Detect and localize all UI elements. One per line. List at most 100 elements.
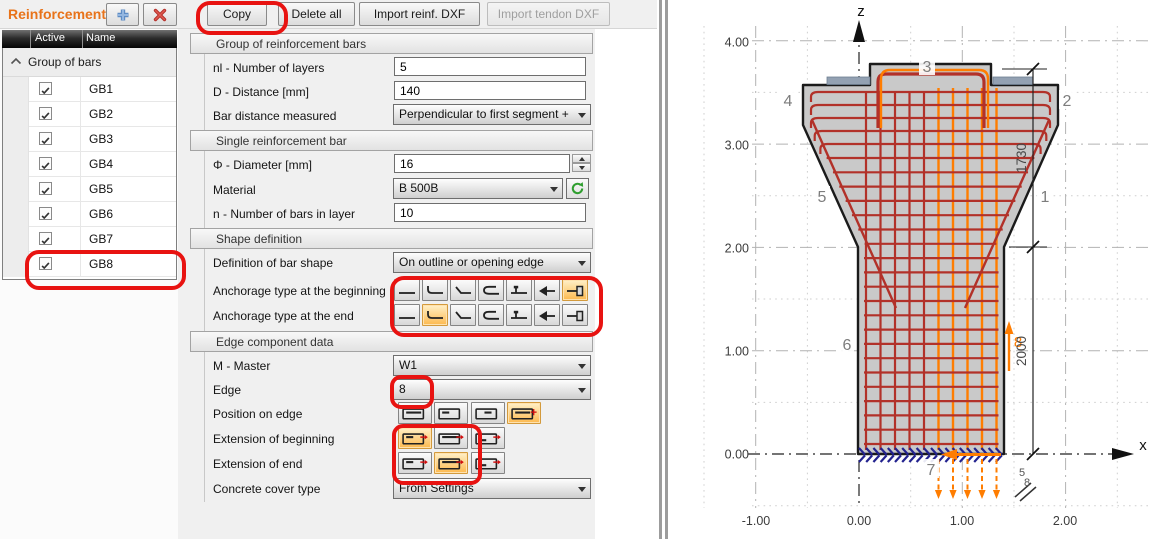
n-bars-label: n - Number of bars in layer — [213, 207, 356, 221]
cover-type-label: Concrete cover type — [213, 482, 321, 496]
extension-begin-icon — [438, 433, 465, 445]
edge-dropdown[interactable]: 8 — [393, 379, 591, 400]
anchorage-begin-type-1[interactable] — [394, 279, 420, 301]
panel-splitter[interactable] — [657, 0, 672, 539]
anchorage-begin-type-icon — [455, 286, 471, 294]
stepper-up-icon[interactable] — [572, 154, 591, 163]
position-on-edge-1[interactable] — [398, 402, 432, 424]
anchorage-begin-type-7-selected[interactable] — [562, 279, 588, 301]
active-checkbox[interactable] — [39, 132, 52, 145]
active-checkbox[interactable] — [39, 107, 52, 120]
extension-end-2-selected[interactable] — [434, 452, 469, 474]
material-label: Material — [213, 183, 256, 197]
list-item-gb4[interactable]: GB4 — [3, 152, 176, 177]
anchorage-end-type-7[interactable] — [562, 304, 588, 326]
anchorage-begin-type-5[interactable] — [506, 279, 532, 301]
anchorage-begin-label: Anchorage type at the beginning — [213, 284, 386, 298]
position-on-edge-2[interactable] — [434, 402, 469, 424]
master-label: M - Master — [213, 359, 271, 373]
diameter-input[interactable]: 16 — [394, 154, 570, 173]
cross-section-viewport[interactable]: 4.00 3.00 2.00 1.00 0.00 -1.00 0.00 1.00… — [672, 0, 1153, 539]
bar-shape-dropdown[interactable]: On outline or opening edge — [393, 252, 591, 273]
extension-begin-1-selected[interactable] — [398, 427, 432, 449]
nl-input[interactable]: 5 — [394, 57, 586, 76]
position-on-edge-icon — [402, 408, 425, 420]
edge-2-label: 2 — [1063, 93, 1072, 110]
anchorage-end-type-1[interactable] — [394, 304, 420, 326]
delete-group-button[interactable] — [143, 3, 177, 26]
edge-4-label: 4 — [784, 93, 793, 110]
position-on-edge-4-selected[interactable] — [507, 402, 542, 424]
material-dropdown[interactable]: B 500B — [393, 178, 563, 199]
y-tick-0: 0.00 — [725, 448, 749, 462]
check-icon — [41, 112, 50, 120]
master-dropdown[interactable]: W1 — [393, 355, 591, 376]
extension-begin-2[interactable] — [434, 427, 469, 449]
x-tick-0: 0.00 — [847, 514, 871, 528]
extension-end-icon — [475, 458, 501, 470]
plus-icon — [117, 9, 128, 20]
cover-type-dropdown[interactable]: From Settings — [393, 478, 591, 499]
list-item-gb1[interactable]: GB1 — [3, 77, 176, 102]
position-on-edge-3[interactable] — [470, 402, 505, 424]
anchorage-end-type-2-selected[interactable] — [422, 304, 448, 326]
active-checkbox[interactable] — [39, 232, 52, 245]
anchorage-begin-type-4[interactable] — [478, 279, 504, 301]
check-icon — [41, 212, 50, 220]
toolbar: Reinforcement Copy Delete all Import rei… — [0, 0, 657, 29]
extension-begin-3[interactable] — [470, 427, 505, 449]
anchorage-begin-type-6[interactable] — [534, 279, 560, 301]
list-item-gb5[interactable]: GB5 — [3, 177, 176, 202]
anchorage-end-type-4[interactable] — [478, 304, 504, 326]
active-checkbox[interactable] — [39, 257, 52, 270]
list-item-gb2[interactable]: GB2 — [3, 102, 176, 127]
diameter-label: Φ - Diameter [mm] — [213, 158, 312, 172]
active-checkbox[interactable] — [39, 82, 52, 95]
column-header-active: Active — [35, 32, 65, 44]
active-checkbox[interactable] — [39, 207, 52, 220]
delete-all-button[interactable]: Delete all — [278, 2, 355, 26]
tree-group-row[interactable]: Group of bars — [3, 48, 176, 77]
n-bars-input[interactable]: 10 — [394, 203, 586, 222]
extension-end-icon — [402, 458, 428, 470]
y-tick-4: 4.00 — [725, 36, 749, 50]
anchorage-end-type-6[interactable] — [534, 304, 560, 326]
material-refresh-button[interactable] — [566, 178, 589, 199]
copy-button[interactable]: Copy — [207, 2, 267, 26]
list-item-gb6[interactable]: GB6 — [3, 202, 176, 227]
y-tick-3: 3.00 — [725, 139, 749, 153]
bar-shape-label: Definition of bar shape — [213, 256, 334, 270]
stepper-down-icon[interactable] — [572, 163, 591, 172]
collapse-chevron-icon[interactable] — [10, 57, 22, 65]
active-checkbox[interactable] — [39, 157, 52, 170]
nl-label: nl - Number of layers — [213, 61, 325, 75]
column-divider — [82, 30, 83, 48]
anchorage-begin-type-3[interactable] — [450, 279, 476, 301]
extension-end-1[interactable] — [398, 452, 432, 474]
add-group-button[interactable] — [106, 3, 139, 26]
anchorage-begin-type-icon — [511, 285, 527, 294]
anchorage-begin-type-2[interactable] — [422, 279, 448, 301]
import-reinf-dxf-button[interactable]: Import reinf. DXF — [359, 2, 480, 26]
anchorage-end-type-3[interactable] — [450, 304, 476, 326]
extension-end-3[interactable] — [470, 452, 505, 474]
anchorage-end-type-icon — [399, 317, 415, 319]
list-item-gb8-selected[interactable]: GB8 — [3, 252, 176, 277]
active-checkbox[interactable] — [39, 182, 52, 195]
extension-end-label: Extension of end — [213, 457, 303, 471]
import-tendon-dxf-button: Import tendon DXF — [487, 2, 610, 26]
list-item-gb3[interactable]: GB3 — [3, 127, 176, 152]
tree-header: Active Name — [2, 30, 177, 48]
bar-distance-dropdown[interactable]: Perpendicular to first segment + — [393, 104, 591, 125]
anchorage-begin-type-icon — [567, 285, 584, 297]
check-icon — [41, 237, 50, 245]
chevron-down-icon — [578, 487, 586, 496]
distance-input[interactable]: 140 — [394, 81, 586, 100]
check-icon — [41, 87, 50, 95]
chevron-down-icon — [578, 388, 586, 397]
list-item-gb7[interactable]: GB7 — [3, 227, 176, 252]
dimension-1730: 1730 — [1014, 143, 1029, 173]
diameter-stepper[interactable] — [572, 154, 591, 173]
anchorage-end-type-5[interactable] — [506, 304, 532, 326]
column-divider — [30, 30, 31, 48]
